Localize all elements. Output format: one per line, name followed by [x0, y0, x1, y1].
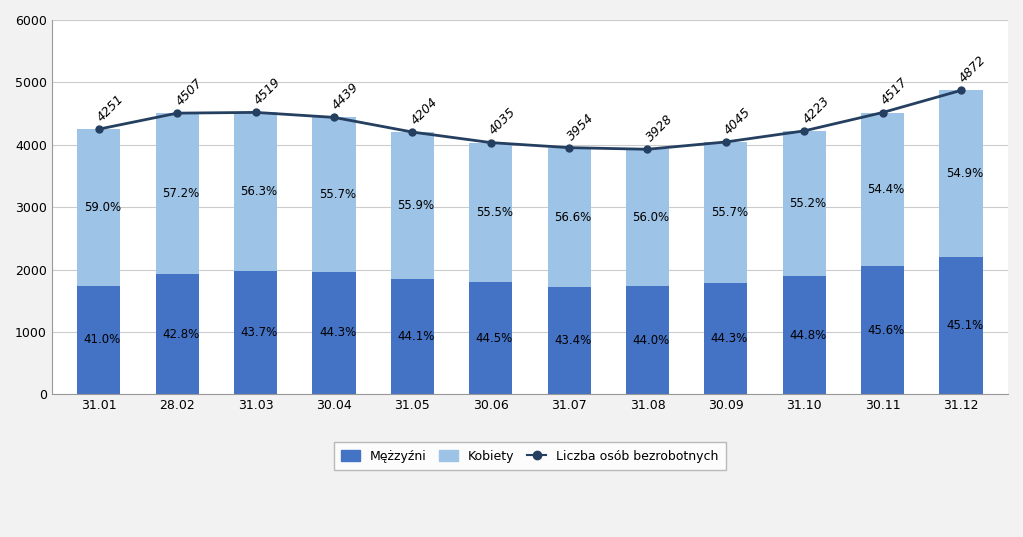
Text: 43.4%: 43.4%: [554, 335, 591, 347]
Text: 4223: 4223: [800, 94, 832, 126]
Text: 55.5%: 55.5%: [476, 206, 513, 219]
Text: 57.2%: 57.2%: [163, 187, 199, 200]
Text: 54.4%: 54.4%: [868, 183, 904, 195]
Text: 44.3%: 44.3%: [711, 332, 748, 345]
Bar: [78, 129, 121, 286]
Text: 4507: 4507: [173, 76, 206, 108]
Text: 4439: 4439: [330, 81, 362, 112]
Bar: [312, 272, 356, 394]
Text: 55.2%: 55.2%: [789, 197, 827, 210]
Bar: [783, 277, 826, 394]
Text: 4519: 4519: [252, 76, 283, 107]
Text: 4251: 4251: [95, 92, 127, 124]
Text: 44.8%: 44.8%: [789, 329, 827, 342]
Text: 45.6%: 45.6%: [868, 324, 904, 337]
Bar: [155, 274, 198, 394]
Bar: [547, 148, 590, 287]
Text: 56.0%: 56.0%: [632, 212, 669, 224]
Bar: [626, 149, 669, 287]
Text: 59.0%: 59.0%: [84, 201, 121, 214]
Text: 4045: 4045: [722, 105, 754, 137]
Bar: [939, 257, 982, 394]
Bar: [626, 287, 669, 394]
Text: 3928: 3928: [643, 112, 675, 144]
Bar: [704, 282, 748, 394]
Bar: [783, 131, 826, 277]
Text: 4517: 4517: [879, 76, 910, 107]
Text: 4204: 4204: [408, 95, 440, 127]
Text: 3954: 3954: [565, 111, 597, 143]
Text: 4035: 4035: [487, 106, 519, 137]
Text: 41.0%: 41.0%: [84, 333, 121, 346]
Text: 45.1%: 45.1%: [946, 320, 983, 332]
Text: 42.8%: 42.8%: [163, 328, 199, 340]
Bar: [78, 286, 121, 394]
Bar: [470, 143, 513, 282]
Text: 56.6%: 56.6%: [554, 211, 591, 224]
Text: 43.7%: 43.7%: [240, 326, 278, 339]
Bar: [861, 113, 904, 266]
Legend: Mężzyźni, Kobiety, Liczba osób bezrobotnych: Mężzyźni, Kobiety, Liczba osób bezrobotn…: [333, 442, 726, 470]
Bar: [391, 279, 434, 394]
Text: 4872: 4872: [958, 54, 989, 85]
Text: 56.3%: 56.3%: [240, 185, 277, 198]
Text: 44.5%: 44.5%: [476, 332, 513, 345]
Bar: [234, 112, 277, 271]
Text: 55.9%: 55.9%: [397, 199, 435, 212]
Bar: [704, 142, 748, 282]
Bar: [312, 118, 356, 272]
Text: 44.0%: 44.0%: [632, 334, 670, 347]
Text: 55.7%: 55.7%: [319, 188, 356, 201]
Text: 44.1%: 44.1%: [397, 330, 435, 343]
Bar: [861, 266, 904, 394]
Bar: [547, 287, 590, 394]
Text: 55.7%: 55.7%: [711, 206, 748, 219]
Bar: [391, 132, 434, 279]
Bar: [470, 282, 513, 394]
Bar: [234, 271, 277, 394]
Text: 54.9%: 54.9%: [946, 168, 983, 180]
Bar: [939, 90, 982, 257]
Text: 44.3%: 44.3%: [319, 326, 356, 339]
Bar: [155, 113, 198, 274]
